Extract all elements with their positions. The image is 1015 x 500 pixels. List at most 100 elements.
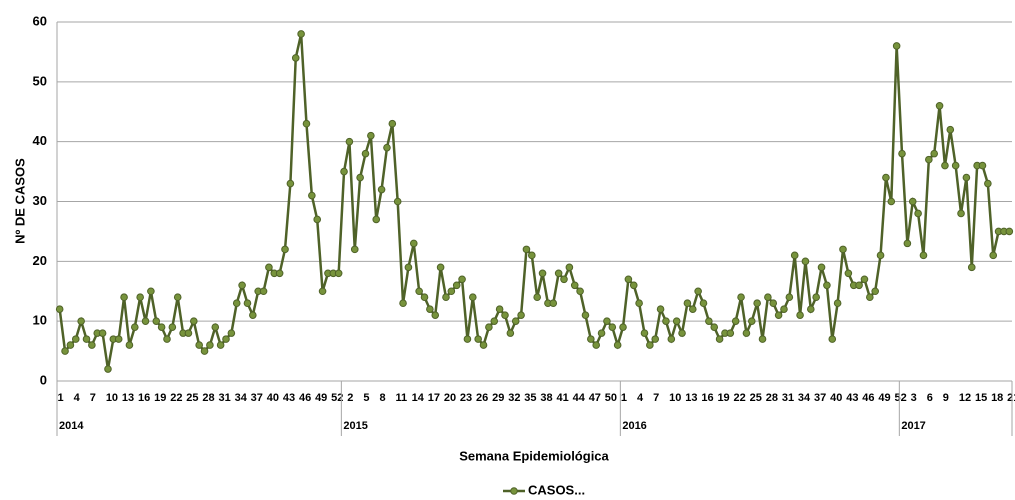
- point: [570, 281, 579, 290]
- point: [152, 317, 161, 325]
- point: [672, 317, 681, 325]
- x-tick-label: 4: [637, 392, 644, 404]
- x-tick-label: 25: [186, 392, 198, 404]
- point: [925, 155, 933, 164]
- point: [576, 287, 584, 296]
- x-tick-label: 4: [74, 392, 81, 404]
- point: [511, 317, 520, 325]
- point: [313, 215, 322, 224]
- point: [404, 263, 413, 272]
- point: [941, 161, 949, 170]
- point: [469, 293, 477, 302]
- y-axis-label: Nº DE CASOS: [12, 158, 27, 244]
- point: [629, 281, 638, 290]
- point: [790, 251, 799, 260]
- point: [780, 305, 788, 314]
- point: [662, 317, 670, 325]
- point: [238, 281, 246, 290]
- x-tick-label: 11: [396, 392, 408, 404]
- point: [104, 365, 112, 373]
- point: [66, 341, 75, 349]
- year-label: 2016: [622, 420, 646, 432]
- point: [173, 293, 182, 302]
- point: [549, 299, 558, 308]
- point: [55, 305, 64, 314]
- point: [361, 149, 370, 158]
- point: [222, 335, 230, 343]
- point: [501, 311, 509, 319]
- x-tick-label: 14: [412, 392, 425, 404]
- point: [195, 341, 203, 349]
- x-tick-label: 19: [717, 392, 729, 404]
- point: [168, 323, 177, 331]
- point: [903, 239, 912, 248]
- point: [517, 311, 525, 319]
- point: [297, 30, 305, 38]
- point: [125, 341, 134, 349]
- point: [436, 263, 445, 272]
- point: [157, 323, 166, 331]
- x-tick-label: 10: [669, 392, 681, 404]
- point: [1005, 227, 1014, 236]
- point: [758, 335, 767, 343]
- x-tick-label: 38: [540, 392, 552, 404]
- point: [565, 263, 574, 272]
- point: [919, 251, 928, 260]
- point: [608, 323, 617, 331]
- y-tick-label: 40: [33, 133, 47, 148]
- point: [399, 299, 407, 308]
- point: [871, 287, 879, 296]
- x-tick-label: 35: [524, 392, 536, 404]
- x-tick-label: 25: [750, 392, 762, 404]
- x-tick-label: 7: [653, 392, 659, 404]
- point: [383, 143, 391, 152]
- point: [560, 275, 568, 284]
- point: [82, 335, 91, 343]
- point: [587, 335, 595, 343]
- x-tick-label: 8: [379, 392, 385, 404]
- x-tick-label: 31: [218, 392, 230, 404]
- point: [554, 269, 563, 278]
- point: [120, 293, 128, 302]
- point: [710, 323, 719, 331]
- year-label: 2015: [343, 420, 367, 432]
- x-tick-label: 2: [347, 392, 353, 404]
- point: [393, 197, 402, 206]
- point: [286, 179, 295, 188]
- point: [259, 287, 268, 296]
- point: [232, 299, 241, 308]
- point: [415, 287, 423, 296]
- point: [388, 119, 397, 128]
- point: [243, 299, 252, 308]
- point: [715, 335, 724, 343]
- point: [485, 323, 493, 331]
- y-tick-label: 0: [40, 372, 47, 387]
- x-tick-label: 40: [267, 392, 279, 404]
- point: [908, 197, 917, 206]
- point: [474, 335, 482, 343]
- point: [356, 173, 364, 182]
- point: [892, 42, 901, 50]
- point: [882, 173, 890, 182]
- point: [130, 323, 139, 331]
- point: [694, 287, 702, 296]
- point: [367, 131, 375, 140]
- y-tick-label: 60: [33, 13, 47, 28]
- point: [308, 191, 316, 200]
- point: [683, 299, 692, 308]
- point: [957, 209, 965, 218]
- point: [200, 347, 209, 355]
- point: [828, 335, 837, 343]
- point: [839, 245, 847, 254]
- x-tick-label: 7: [90, 392, 96, 404]
- point: [71, 335, 80, 343]
- legend-label: CASOS...: [528, 482, 585, 497]
- point: [967, 263, 976, 272]
- point: [785, 293, 794, 302]
- point: [742, 329, 751, 337]
- point: [887, 197, 896, 206]
- point: [876, 251, 885, 260]
- point: [463, 335, 472, 343]
- point: [796, 311, 804, 319]
- x-tick-label: 1: [621, 392, 627, 404]
